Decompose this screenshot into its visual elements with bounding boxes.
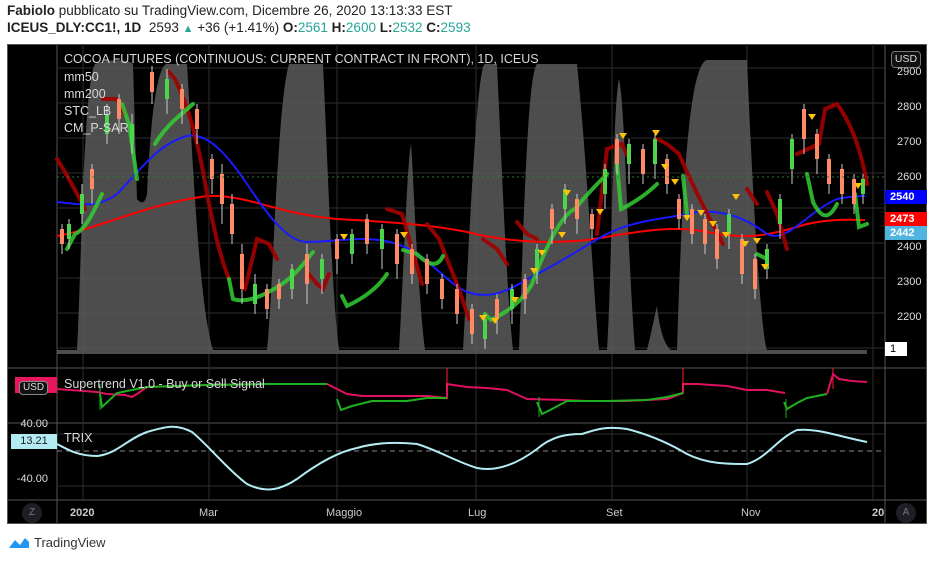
last-price: 2593 (148, 20, 179, 35)
price-tick: 2900 (897, 66, 922, 78)
symbol-info: ICEUS_DLY:CC1!, 1D 2593 ▲ +36 (+1.41%) O… (7, 20, 471, 35)
legend-mm50[interactable]: mm50 (64, 70, 99, 84)
time-tick: 20 (872, 507, 885, 519)
legend-mm200[interactable]: mm200 (64, 87, 106, 101)
chart-canvas[interactable] (7, 44, 927, 524)
open-value: 2561 (297, 20, 328, 35)
time-tick: Maggio (326, 507, 363, 519)
close-label: C: (426, 20, 441, 35)
time-tick: Set (606, 507, 623, 519)
price-tick: 2800 (897, 101, 922, 113)
price-tick: 2400 (897, 241, 922, 253)
supertrend-title[interactable]: Supertrend V1.0 - Buy or Sell Signal (64, 377, 265, 391)
zoom-button[interactable]: Z (22, 503, 42, 523)
price-tick: 2300 (897, 276, 922, 288)
brand-name: TradingView (34, 535, 106, 550)
time-tick: 2020 (70, 507, 95, 519)
close-value: 2593 (440, 20, 471, 35)
up-arrow-icon: ▲ (182, 23, 194, 35)
usd-button[interactable]: USD (19, 381, 49, 395)
low-value: 2532 (392, 20, 423, 35)
supertrend-currency-label[interactable]: USD (15, 377, 57, 395)
open-label: O: (282, 20, 298, 35)
footer-brand[interactable]: TradingView (8, 535, 106, 550)
tradingview-logo-icon (9, 537, 29, 548)
psar-price-label: 2442 (885, 226, 927, 240)
symbol: ICEUS_DLY:CC1!, 1D (7, 20, 142, 35)
trix-value-label: 13.21 (11, 434, 57, 449)
trix-tick: -40.00 (16, 473, 48, 485)
time-tick: Nov (741, 507, 761, 519)
published-text: pubblicato su TradingView.com, Dicembre … (58, 3, 453, 18)
trix-title[interactable]: TRIX (64, 431, 93, 445)
low-label: L: (379, 20, 393, 35)
price-tick: 2600 (897, 171, 922, 183)
auto-scale-button[interactable]: A (896, 503, 916, 523)
legend-psar[interactable]: CM_P-SAR (64, 121, 129, 135)
currency-button[interactable]: USD (891, 51, 921, 68)
time-tick: Lug (468, 507, 487, 519)
main-chart-title: COCOA FUTURES (CONTINUOUS: CURRENT CONTR… (64, 52, 539, 66)
price-change: +36 (+1.41%) (197, 20, 280, 35)
legend-stc[interactable]: STC_LB (64, 104, 112, 118)
publish-info: Fabiolo pubblicato su TradingView.com, D… (7, 3, 453, 18)
stc-price-label: 1 (885, 342, 907, 356)
price-tick: 2700 (897, 136, 922, 148)
author: Fabiolo (7, 3, 55, 18)
high-value: 2600 (345, 20, 376, 35)
trix-tick: 40.00 (20, 418, 48, 430)
mm200-price-label: 2473 (885, 212, 927, 226)
time-tick: Mar (199, 507, 218, 519)
high-label: H: (331, 20, 346, 35)
mm50-price-label: 2540 (885, 190, 927, 204)
price-tick: 2200 (897, 311, 922, 323)
